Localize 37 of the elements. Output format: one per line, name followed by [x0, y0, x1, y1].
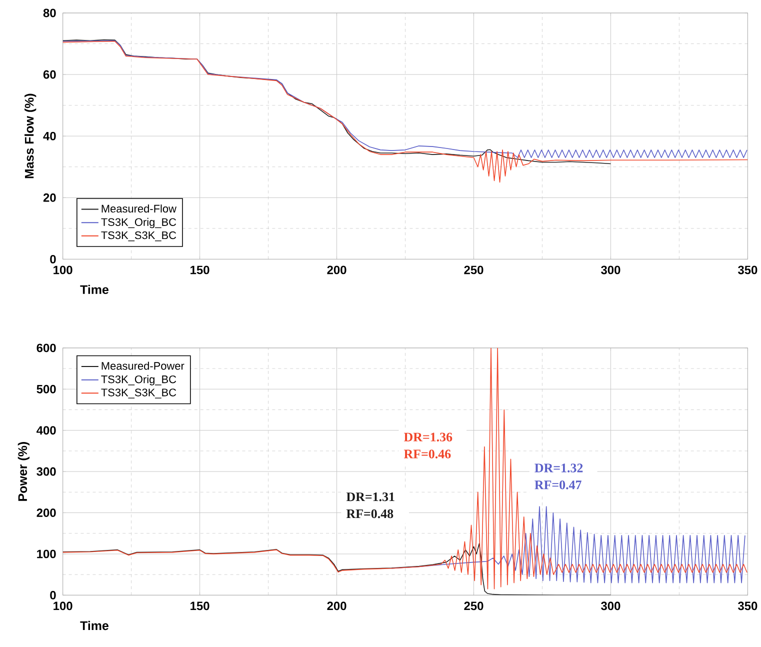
y-tick-label: 300 — [36, 467, 56, 476]
annotation: DR=1.32 RF=0.47 — [534, 464, 583, 490]
y-tick-label: 20 — [43, 193, 56, 202]
y-tick-label: 100 — [37, 550, 56, 558]
y-axis-title: Mass Flow (%) — [24, 94, 36, 178]
legend-label: TS3K_Orig_BC — [101, 218, 176, 228]
x-tick-label: 200 — [327, 266, 346, 274]
y-tick-label: 80 — [43, 8, 56, 18]
y-tick-label: 0 — [50, 254, 56, 264]
annotation: DR=1.31 RF=0.48 — [346, 492, 394, 518]
x-axis-title: Time — [80, 284, 108, 294]
x-tick-label: 250 — [464, 266, 484, 274]
x-tick-label: 150 — [190, 602, 210, 610]
x-tick-label: 350 — [738, 602, 758, 610]
legend-label: Measured-Power — [102, 362, 184, 370]
y-tick-label: 200 — [36, 508, 56, 517]
y-tick-label: 60 — [43, 70, 56, 79]
y-tick-label: 0 — [50, 590, 56, 600]
y-tick-label: 40 — [43, 132, 56, 140]
legend-label: Measured-Flow — [102, 204, 176, 213]
legend-label: TS3K_S3K_BC — [101, 388, 176, 398]
y-axis-title: Power (%) — [18, 442, 30, 501]
legend-label: TS3K_Orig_BC — [101, 375, 176, 386]
y-tick-label: 500 — [36, 384, 56, 394]
x-axis-title: Time — [80, 620, 108, 630]
x-tick-label: 300 — [601, 602, 620, 610]
y-tick-label: 400 — [36, 426, 56, 435]
x-tick-label: 300 — [601, 266, 620, 274]
annotation: DR=1.36 RF=0.46 — [404, 432, 452, 458]
line-series — [62, 40, 748, 158]
legend-label: TS3K_S3K_BC — [101, 231, 176, 242]
x-tick-label: 200 — [327, 602, 346, 610]
x-tick-label: 250 — [464, 602, 484, 610]
line-series — [62, 348, 748, 590]
x-tick-label: 150 — [190, 266, 210, 274]
y-tick-label: 600 — [36, 344, 56, 352]
x-tick-label: 350 — [738, 266, 758, 274]
